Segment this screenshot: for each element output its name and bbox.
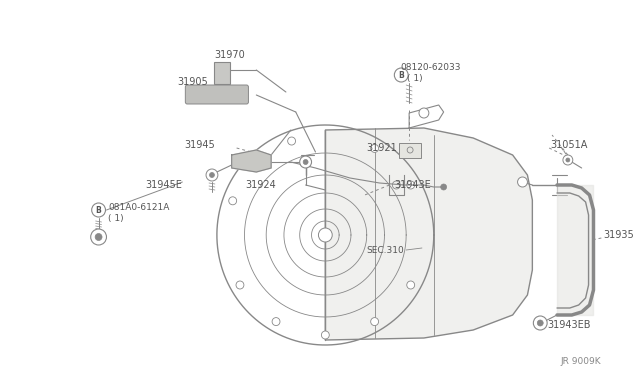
Text: 08120-62033: 08120-62033 — [400, 62, 461, 71]
Text: 31970: 31970 — [214, 50, 245, 60]
Circle shape — [419, 108, 429, 118]
Circle shape — [371, 144, 379, 153]
Circle shape — [303, 160, 308, 164]
Text: ( 1): ( 1) — [407, 74, 423, 83]
Text: B: B — [96, 205, 102, 215]
Text: 31935: 31935 — [604, 230, 634, 240]
Polygon shape — [232, 150, 271, 172]
Circle shape — [272, 318, 280, 326]
Circle shape — [319, 228, 332, 242]
Text: 31945E: 31945E — [145, 180, 182, 190]
Text: JR 9009K: JR 9009K — [561, 357, 602, 366]
Circle shape — [300, 156, 312, 168]
Circle shape — [95, 234, 102, 241]
Text: 31943EB: 31943EB — [547, 320, 591, 330]
Bar — [214, 62, 230, 84]
Circle shape — [407, 181, 415, 189]
Circle shape — [518, 177, 527, 187]
Circle shape — [394, 68, 408, 82]
Circle shape — [209, 173, 214, 177]
Circle shape — [533, 316, 547, 330]
Circle shape — [228, 197, 237, 205]
Circle shape — [441, 184, 447, 190]
Bar — [399, 143, 421, 158]
Text: SEC.310: SEC.310 — [367, 246, 404, 254]
Circle shape — [538, 320, 543, 326]
Circle shape — [91, 229, 106, 245]
Circle shape — [371, 318, 379, 326]
Circle shape — [407, 281, 415, 289]
Text: 31051A: 31051A — [550, 140, 588, 150]
Text: 081A0-6121A: 081A0-6121A — [108, 202, 170, 212]
Text: ( 1): ( 1) — [108, 214, 124, 222]
Polygon shape — [325, 128, 532, 340]
FancyBboxPatch shape — [186, 85, 248, 104]
Circle shape — [563, 155, 573, 165]
Circle shape — [321, 331, 329, 339]
Text: 31905: 31905 — [177, 77, 207, 87]
Text: 31945: 31945 — [184, 140, 215, 150]
Text: B: B — [398, 71, 404, 80]
Circle shape — [206, 169, 218, 181]
Circle shape — [236, 281, 244, 289]
Circle shape — [566, 158, 570, 162]
Circle shape — [287, 137, 296, 145]
Circle shape — [92, 203, 106, 217]
Text: 31924: 31924 — [245, 180, 276, 190]
Text: 31943E: 31943E — [394, 180, 431, 190]
Text: 31921: 31921 — [367, 143, 397, 153]
